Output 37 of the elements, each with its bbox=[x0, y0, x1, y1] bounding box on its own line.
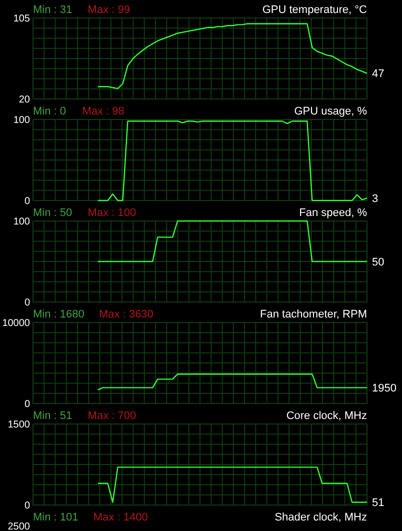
text: Max : 98 bbox=[82, 106, 124, 118]
y-tick-label: 10000 bbox=[2, 318, 30, 329]
chart-title: Fan speed, % bbox=[299, 207, 368, 219]
text: Min : 0 bbox=[33, 106, 66, 118]
text: Max : 3630 bbox=[99, 308, 154, 320]
y-tick-label: 0 bbox=[24, 399, 30, 410]
chart-title: Fan tachometer, RPM bbox=[260, 308, 367, 320]
line-series bbox=[97, 23, 368, 90]
text: 3 bbox=[372, 192, 378, 205]
chart-title: GPU usage, % bbox=[294, 106, 368, 118]
text: Min : 31 bbox=[33, 4, 72, 16]
y-tick-label: 105 bbox=[13, 14, 30, 24]
chart-title: GPU temperature, °C bbox=[262, 4, 368, 16]
y-tick-label: 0 bbox=[24, 500, 30, 512]
text: 47 bbox=[372, 68, 384, 80]
text: 51 bbox=[372, 497, 384, 510]
text: Shader clock, MHz bbox=[274, 512, 367, 524]
text: Max : 1400 bbox=[93, 512, 148, 524]
text: Max : 700 bbox=[88, 410, 136, 422]
chart-title: Core clock, MHz bbox=[286, 410, 367, 422]
text: Max : 100 bbox=[88, 207, 136, 219]
line-series bbox=[97, 120, 368, 202]
text: 2500 bbox=[8, 522, 30, 531]
line-series bbox=[97, 373, 368, 390]
text: 1950 bbox=[372, 382, 396, 395]
text: Max : 99 bbox=[88, 4, 130, 16]
y-tick-label: 100 bbox=[13, 115, 30, 126]
text: Min : 101 bbox=[33, 512, 78, 524]
text: 50 bbox=[372, 256, 384, 268]
text: Min : 51 bbox=[33, 410, 72, 422]
text: Min : 1680 bbox=[33, 308, 84, 320]
y-tick-label: 1500 bbox=[8, 420, 30, 430]
y-tick-label: 20 bbox=[18, 94, 30, 106]
y-tick-label: 100 bbox=[13, 216, 30, 228]
y-tick-label: 0 bbox=[24, 196, 30, 207]
text: Min : 50 bbox=[33, 207, 72, 219]
y-tick-label: 0 bbox=[24, 298, 30, 308]
